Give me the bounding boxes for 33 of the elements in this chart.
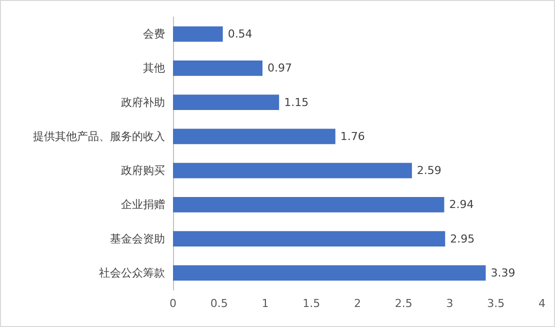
data-label: 2.94 <box>449 198 474 212</box>
data-label: 1.15 <box>284 96 309 109</box>
x-tick-label: 1 <box>262 297 269 310</box>
data-label: 2.95 <box>450 232 475 246</box>
data-label: 2.59 <box>416 164 442 178</box>
y-tick-label: 会费 <box>143 28 165 41</box>
x-tick-label: 0.5 <box>210 297 228 310</box>
x-tick-label: 0 <box>170 297 176 310</box>
data-label: 0.54 <box>228 28 252 41</box>
y-tick-label: 其他 <box>143 62 165 75</box>
bar <box>173 162 412 178</box>
y-tick-label: 政府补助 <box>121 96 165 109</box>
y-tick-label: 企业捐赠 <box>121 198 165 212</box>
bar <box>173 265 486 281</box>
y-tick-label: 政府购买 <box>121 164 165 178</box>
x-tick-label: 4 <box>538 297 546 310</box>
bar <box>173 197 444 212</box>
x-tick-label: 3.5 <box>487 297 505 310</box>
x-tick-label: 1.5 <box>302 297 320 310</box>
x-tick-label: 2.5 <box>394 297 412 310</box>
bar <box>173 60 262 76</box>
bar <box>173 26 223 42</box>
y-tick-label: 社会公众筹款 <box>99 266 165 280</box>
bar <box>173 128 336 144</box>
y-tick-label: 提供其他产品、服务的收入 <box>33 130 165 143</box>
data-label: 3.39 <box>490 266 516 280</box>
bar <box>173 231 446 246</box>
x-tick-label: 3 <box>446 297 454 310</box>
y-tick-label: 基金会资助 <box>110 232 165 246</box>
data-label: 1.76 <box>340 130 365 143</box>
x-tick-label: 2 <box>354 297 361 310</box>
bar <box>173 94 280 110</box>
data-label: 0.97 <box>267 62 292 75</box>
